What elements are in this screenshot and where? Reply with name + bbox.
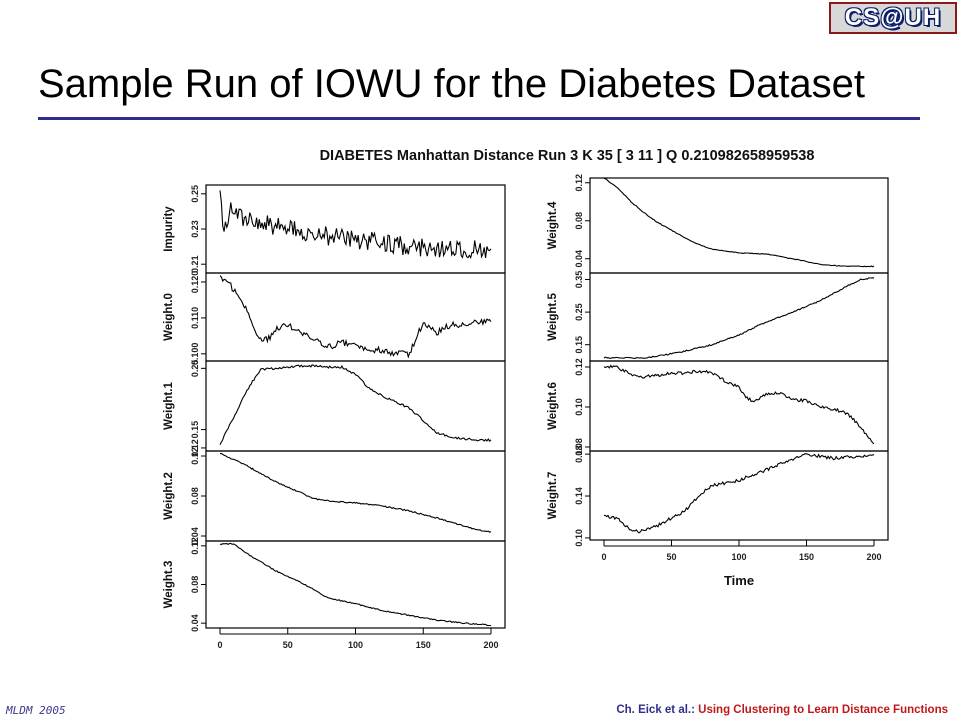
y-axis-label-impurity: Impurity xyxy=(163,206,175,252)
footer-separator: : xyxy=(691,704,699,716)
x-tick-label: 0 xyxy=(601,552,606,562)
panel-weight-0: 0.100 0.110 0.120 Weight.0 xyxy=(163,271,506,366)
chart-title: DIABETES Manhattan Distance Run 3 K 35 [… xyxy=(320,148,815,164)
y-tick-label-weight-5: 0.25 xyxy=(574,303,584,321)
y-axis-label-weight-2: Weight.2 xyxy=(163,472,175,520)
footer-credit: Ch. Eick et al.: Using Clustering to Lea… xyxy=(616,704,948,716)
panel-frame-weight-4 xyxy=(589,177,889,274)
y-tick-label-weight-4: 0.12 xyxy=(574,174,584,192)
footer-subtitle: Using Clustering to Learn Distance Funct… xyxy=(698,704,948,716)
panel-weight-3: 0.04 0.08 0.12 Weight.3 xyxy=(163,537,506,632)
y-axis-label-weight-4: Weight.4 xyxy=(547,201,559,249)
y-tick-label-weight-7: 0.14 xyxy=(574,487,584,505)
y-axis-label-weight-3: Weight.3 xyxy=(163,561,175,609)
y-tick-label-weight-7: 0.18 xyxy=(574,445,584,463)
y-tick-label-impurity: 0.25 xyxy=(190,185,200,203)
y-tick-label-weight-2: 0.08 xyxy=(190,487,200,505)
x-axis-left: 0 50 100 150 200 xyxy=(217,628,499,650)
y-tick-label-weight-2: 0.04 xyxy=(190,527,200,545)
series-line-weight-2 xyxy=(219,452,492,533)
y-axis-label-weight-1: Weight.1 xyxy=(163,382,175,430)
y-tick-label-weight-6: 0.10 xyxy=(574,398,584,416)
x-tick-label: 200 xyxy=(866,552,881,562)
y-tick-label-weight-0: 0.120 xyxy=(190,271,200,294)
y-tick-label-weight-0: 0.110 xyxy=(190,307,200,329)
x-tick-label: 0 xyxy=(217,640,222,650)
panel-weight-6: 0.08 0.10 0.12 Weight.6 xyxy=(547,358,889,456)
x-tick-label: 200 xyxy=(483,640,498,650)
y-tick-label-weight-6: 0.08 xyxy=(574,438,584,456)
series-line-weight-7 xyxy=(603,453,875,534)
y-tick-label-weight-1: 0.25 xyxy=(190,360,200,378)
panel-weight-1: 0.120.15 0.25 Weight.1 xyxy=(163,360,506,457)
panel-frame-weight-0 xyxy=(205,272,506,362)
x-tick-label: 150 xyxy=(799,552,814,562)
title-rule xyxy=(38,117,920,120)
y-axis-label-weight-7: Weight.7 xyxy=(547,472,559,520)
panel-frame-weight-7 xyxy=(589,450,889,541)
diabetes-weights-chart: DIABETES Manhattan Distance Run 3 K 35 [… xyxy=(163,148,889,650)
x-tick-label: 100 xyxy=(348,640,363,650)
y-tick-label-impurity: 0.23 xyxy=(190,220,200,238)
y-tick-label-weight-1: 0.15 xyxy=(190,421,200,439)
panel-impurity: 0.21 0.23 0.25 Impurity xyxy=(163,184,506,274)
x-tick-label: 100 xyxy=(731,552,746,562)
y-tick-label-weight-2: 0.12 xyxy=(190,447,200,465)
panel-weight-4: 0.04 0.08 0.12 Weight.4 xyxy=(547,174,889,274)
series-line-weight-1 xyxy=(219,364,492,445)
y-tick-label-weight-3: 0.08 xyxy=(190,576,200,594)
slide-title: Sample Run of IOWU for the Diabetes Data… xyxy=(38,62,866,106)
series-line-weight-4 xyxy=(603,177,875,268)
panel-weight-2: 0.04 0.08 0.12 Weight.2 xyxy=(163,447,506,545)
panel-weight-5: 0.15 0.25 0.35 Weight.5 xyxy=(547,271,889,362)
y-tick-label-weight-6: 0.12 xyxy=(574,358,584,376)
footer-conference: MLDM 2005 xyxy=(6,704,66,717)
y-tick-label-weight-5: 0.35 xyxy=(574,271,584,289)
x-tick-label: 50 xyxy=(666,552,676,562)
panel-frame-impurity xyxy=(205,184,506,274)
y-axis-label-weight-5: Weight.5 xyxy=(547,293,559,341)
y-tick-label-weight-4: 0.08 xyxy=(574,212,584,230)
y-axis-label-weight-0: Weight.0 xyxy=(163,293,175,341)
y-axis-label-weight-6: Weight.6 xyxy=(547,382,559,430)
x-tick-label: 150 xyxy=(416,640,431,650)
y-tick-label-weight-1: 0.12 xyxy=(190,439,200,457)
x-axis-label: Time xyxy=(724,573,754,588)
series-line-weight-6 xyxy=(603,364,875,445)
series-line-weight-3 xyxy=(219,542,492,627)
y-tick-label-weight-4: 0.04 xyxy=(574,250,584,268)
y-tick-label-weight-3: 0.04 xyxy=(190,614,200,632)
series-line-impurity xyxy=(219,190,492,260)
x-tick-label: 50 xyxy=(283,640,293,650)
y-tick-label-weight-5: 0.15 xyxy=(574,336,584,354)
cs-uh-logo: CS@UH xyxy=(829,2,957,34)
panel-frame-weight-3 xyxy=(205,540,506,629)
x-axis-right: 0 50 100 150 200 Time xyxy=(601,540,882,588)
y-tick-label-weight-3: 0.12 xyxy=(190,537,200,555)
series-line-weight-5 xyxy=(603,277,875,359)
panel-weight-7: 0.10 0.14 0.18 Weight.7 xyxy=(547,445,889,547)
footer-author: Ch. Eick et al. xyxy=(616,704,692,716)
y-tick-label-weight-7: 0.10 xyxy=(574,529,584,547)
panel-group: 0.210.230.25Impurity0.1000.1100.120Weigh… xyxy=(163,174,889,650)
panel-frame-weight-5 xyxy=(589,272,889,362)
panel-frame-weight-2 xyxy=(205,450,506,542)
series-line-weight-0 xyxy=(219,275,492,359)
y-tick-label-weight-0: 0.100 xyxy=(190,343,200,366)
y-tick-label-impurity: 0.21 xyxy=(190,255,200,273)
